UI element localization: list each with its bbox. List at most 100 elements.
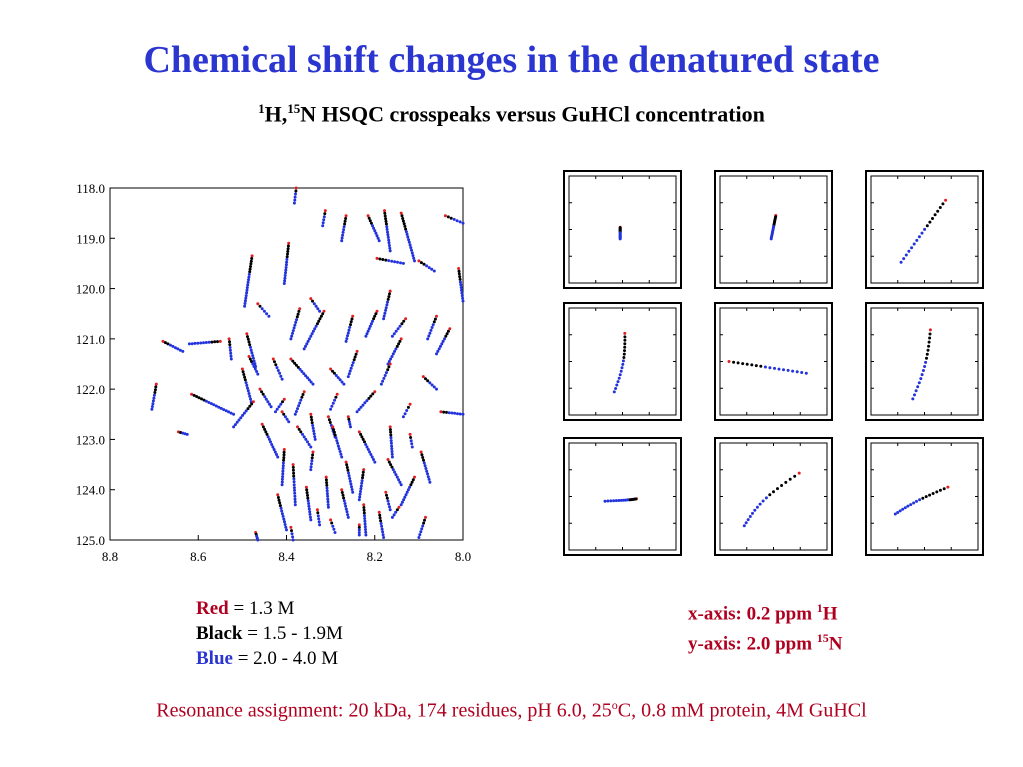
crosspeak-point-black [360,435,364,439]
crosspeak-point-blue [314,304,318,308]
crosspeak-point-blue [385,227,389,231]
crosspeak-point-black [346,468,350,472]
crosspeak-point-black [285,255,289,259]
crosspeak-point-black [361,437,365,441]
crosspeak-point-black [384,219,388,223]
crosspeak-point-blue [335,439,339,443]
crosspeak-point-blue [294,410,298,413]
crosspeak-point-black [379,519,383,523]
crosspeak-point-blue [348,325,352,329]
crosspeak-point-red [256,302,260,306]
panel-point-blue [622,498,626,502]
crosspeak-point-blue [152,396,156,400]
crosspeak-point-red [388,425,392,429]
panel-point-blue [915,238,919,242]
crosspeak-point-black [296,312,300,316]
crosspeak-point-black [295,315,299,319]
crosspeak-point-blue [265,312,269,316]
panel-point-black [941,202,945,206]
crosspeak-point-blue [429,328,433,332]
panel-point-black [942,487,946,491]
crosspeak-point-black [192,393,196,397]
crosspeak-point-blue [292,477,296,481]
crosspeak-point-black [264,430,268,434]
crosspeak-point-blue [461,299,465,303]
crosspeak-point-red [457,267,461,270]
crosspeak-point-blue [293,494,297,498]
crosspeak-point-black [354,352,358,356]
crosspeak-point-black [344,217,348,220]
crosspeak-point-blue [273,450,277,454]
crosspeak-point-blue [270,443,274,446]
crosspeak-point-blue [410,251,414,255]
crosspeak-point-blue [296,407,299,411]
crosspeak-point-black [327,418,331,422]
crosspeak-point-black [368,219,372,223]
panel-point-black [938,206,942,209]
crosspeak-point-blue [269,440,272,444]
crosspeak-point-blue [417,536,421,539]
panel-point-blue [800,371,804,374]
crosspeak-point-blue [437,347,441,351]
panel-point-black [622,356,626,359]
crosspeak-point-black [297,309,301,313]
crosspeak-point-red [362,503,366,507]
crosspeak-point-blue [460,291,464,295]
panel-point-blue [795,370,799,374]
crosspeak-point-blue [357,531,361,534]
crosspeak-point-red [377,510,381,514]
crosspeak-point-black [310,421,314,425]
crosspeak-point-blue [394,473,398,477]
panel-point-black [925,352,929,356]
crosspeak-point-black [278,504,282,508]
crosspeak-point-blue [458,220,462,224]
crosspeak-point-red [218,339,222,343]
crosspeak-point-blue [311,382,315,386]
crosspeak-point-blue [202,341,205,345]
crosspeak-point-blue [342,382,346,386]
crosspeak-point-black [297,427,301,431]
crosspeak-point-red [289,525,293,529]
crosspeak-point-black [378,513,382,517]
crosspeak-point-blue [394,329,398,333]
crosspeak-point-blue [292,486,296,490]
panel-point-black [926,348,930,352]
crosspeak-point-blue [386,235,390,239]
crosspeak-point-blue [246,386,249,390]
crosspeak-point-blue [330,404,334,408]
crosspeak-point-blue [405,232,409,236]
y-tick-label: 124.0 [76,483,105,498]
crosspeak-point-black [248,267,252,271]
crosspeak-point-blue [349,366,353,370]
crosspeak-point-blue [314,324,318,328]
crosspeak-point-blue [255,370,259,373]
crosspeak-point-black [276,496,280,499]
crosspeak-point-black [362,511,366,515]
crosspeak-point-blue [460,288,463,292]
crosspeak-point-blue [390,334,394,338]
crosspeak-point-blue [243,304,247,308]
crosspeak-point-black [384,222,388,226]
crosspeak-point-blue [366,448,370,451]
panel-point-blue [618,237,622,241]
crosspeak-point-blue [390,450,394,453]
crosspeak-point-black [286,252,289,256]
crosspeak-point-blue [293,195,297,199]
crosspeak-point-blue [388,505,391,509]
crosspeak-point-blue [308,510,312,514]
panel-2 [714,170,833,289]
crosspeak-point-blue [390,355,394,358]
crosspeak-point-blue [329,407,333,411]
crosspeak-point-blue [381,379,385,383]
panel-point-blue [893,512,897,516]
crosspeak-point-red [309,412,313,416]
crosspeak-point-blue [373,460,377,464]
crosspeak-point-blue [381,530,385,534]
crosspeak-point-black [383,214,387,218]
crosspeak-point-black [446,215,450,219]
panel-point-black [928,220,932,224]
crosspeak-point-blue [246,280,250,284]
crosspeak-point-blue [348,369,352,373]
crosspeak-point-blue [281,514,285,518]
crosspeak-point-blue [368,450,372,454]
